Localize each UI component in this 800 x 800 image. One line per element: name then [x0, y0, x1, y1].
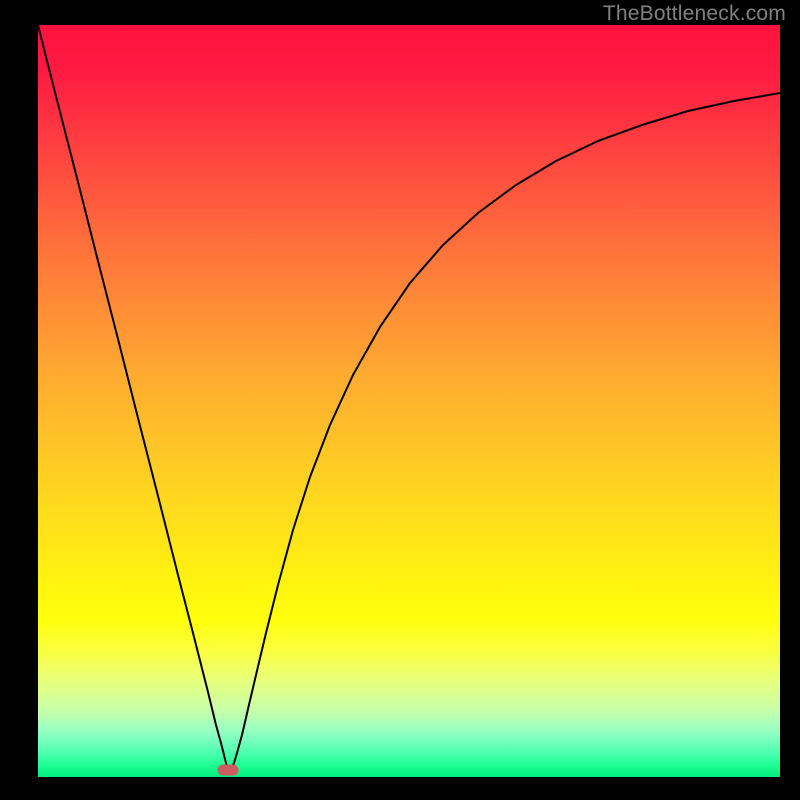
- watermark-text: TheBottleneck.com: [603, 2, 786, 26]
- bottleneck-curve: [38, 25, 780, 770]
- chart-container: TheBottleneck.com: [0, 0, 800, 800]
- curve-layer: [38, 25, 780, 777]
- sweet-spot-marker: [218, 765, 239, 776]
- plot-area: [38, 25, 780, 777]
